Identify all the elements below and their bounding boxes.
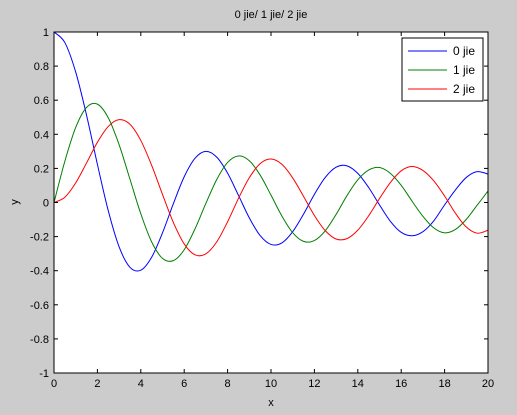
x-tick-label: 12 xyxy=(308,378,320,390)
x-tick-label: 14 xyxy=(352,378,364,390)
x-tick-label: 8 xyxy=(225,378,231,390)
series-line-2 xyxy=(53,119,489,257)
y-tick-label: -0.4 xyxy=(30,266,49,278)
y-tick-label: -0.6 xyxy=(30,300,49,312)
y-tick-label: 0.8 xyxy=(34,61,49,73)
series-group xyxy=(53,31,489,272)
x-axis: 0 2 4 6 8 10 12 14 16 18 20 xyxy=(51,32,494,390)
chart-title: 0 jie/ 1 jie/ 2 jie xyxy=(235,9,308,21)
y-tick-label: -0.8 xyxy=(30,334,49,346)
y-tick-label: -1 xyxy=(39,368,49,380)
x-tick-label: 10 xyxy=(265,378,277,390)
legend-label-2: 2 jie xyxy=(453,82,475,96)
y-tick-label: -0.2 xyxy=(30,232,49,244)
y-tick-label: 0.2 xyxy=(34,163,49,175)
x-tick-label: 0 xyxy=(51,378,57,390)
x-tick-label: 18 xyxy=(438,378,450,390)
x-tick-label: 6 xyxy=(181,378,187,390)
legend-label-0: 0 jie xyxy=(453,44,475,58)
x-tick-label: 4 xyxy=(138,378,144,390)
y-tick-label: 0.4 xyxy=(34,129,49,141)
y-tick-label: 0.6 xyxy=(34,95,49,107)
series-line-1 xyxy=(53,102,489,262)
y-axis-label: y xyxy=(9,199,21,205)
y-tick-label: 1 xyxy=(43,27,49,39)
y-axis: -1 -0.8 -0.6 -0.4 -0.2 0 0.2 0.4 0.6 0.8 1 xyxy=(30,27,488,380)
legend: 0 jie 1 jie 2 jie xyxy=(401,37,484,102)
x-axis-label: x xyxy=(268,397,274,409)
x-tick-label: 16 xyxy=(395,378,407,390)
x-tick-label: 20 xyxy=(482,378,494,390)
legend-label-1: 1 jie xyxy=(453,63,475,77)
series-line-0 xyxy=(53,31,489,272)
y-tick-label: 0 xyxy=(43,198,49,210)
x-tick-label: 2 xyxy=(94,378,100,390)
